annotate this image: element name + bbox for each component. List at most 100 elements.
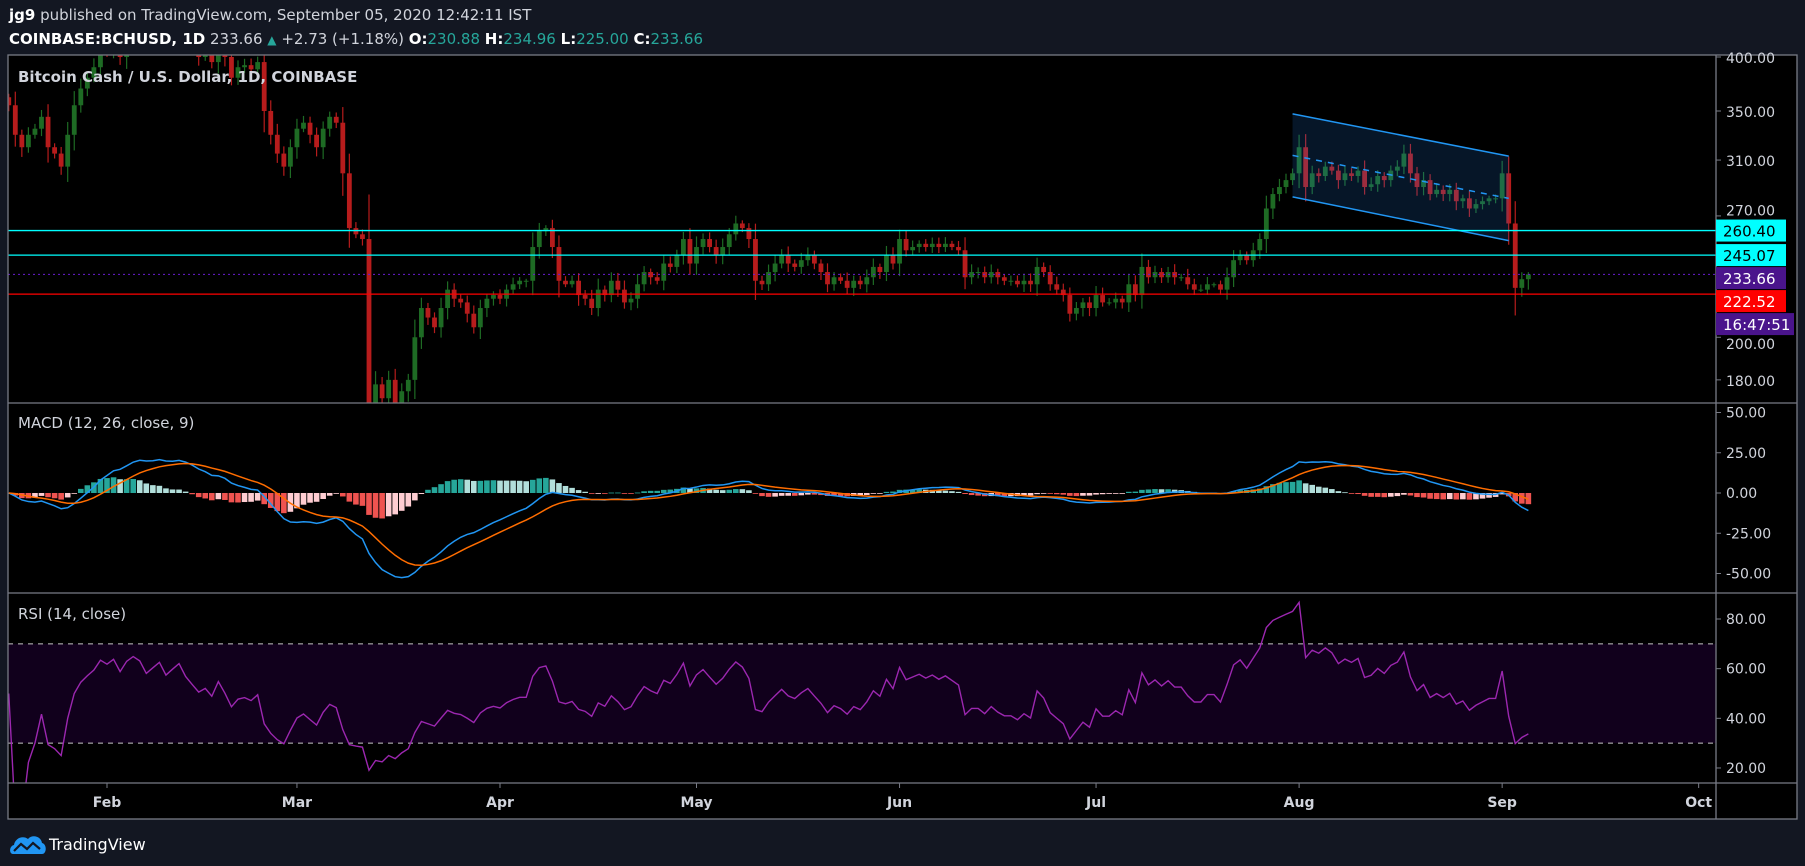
candle-body xyxy=(360,234,365,240)
candle xyxy=(255,56,261,77)
candle-body xyxy=(608,280,614,296)
macd-histogram-bar xyxy=(1289,481,1296,493)
last-price-label: 233.66 xyxy=(1723,270,1776,288)
candle-body xyxy=(818,263,824,273)
candle-body xyxy=(1355,170,1361,177)
candle-body xyxy=(674,255,680,267)
candle xyxy=(1191,278,1197,295)
macd-histogram-bar xyxy=(1473,493,1479,500)
candle xyxy=(1054,276,1060,295)
candle-body xyxy=(202,55,208,57)
candle-body xyxy=(1467,198,1472,209)
candle xyxy=(91,58,97,83)
candle-body xyxy=(405,379,411,392)
candle xyxy=(1132,275,1138,302)
time-axis-label: Jun xyxy=(886,795,912,811)
candle-body xyxy=(320,128,326,148)
macd-histogram-bar xyxy=(641,491,647,493)
candle-body xyxy=(497,295,503,299)
candle-body xyxy=(464,302,470,314)
candle xyxy=(923,239,929,252)
macd-histogram-bar xyxy=(51,493,58,499)
candle-body xyxy=(419,308,424,338)
macd-pane xyxy=(8,458,1532,579)
macd-histogram-bar xyxy=(595,493,602,494)
candle-body xyxy=(615,280,621,290)
candle-body xyxy=(170,32,175,42)
candle-body xyxy=(438,308,444,328)
candle xyxy=(373,371,378,403)
candle xyxy=(812,250,817,270)
candle-body xyxy=(1486,198,1492,202)
candle xyxy=(674,249,680,274)
candle xyxy=(314,127,319,157)
candle xyxy=(1277,178,1282,202)
time-axis-label: Jul xyxy=(1085,795,1106,811)
candle-body xyxy=(1381,176,1387,181)
macd-histogram-bar xyxy=(1080,493,1086,496)
candle-body xyxy=(1178,277,1184,279)
candle xyxy=(936,237,942,254)
candle xyxy=(1381,172,1387,188)
macd-histogram-bar xyxy=(962,493,968,495)
macd-histogram-bar xyxy=(1381,493,1388,498)
candle xyxy=(667,256,673,273)
macd-histogram-bar xyxy=(634,492,641,494)
candle xyxy=(26,127,31,153)
candle xyxy=(1362,160,1367,195)
macd-histogram-bar xyxy=(385,493,392,517)
axis-tick-label: 270.00 xyxy=(1726,204,1775,220)
macd-histogram-bar xyxy=(1466,493,1473,500)
candle-body xyxy=(687,239,693,264)
candle xyxy=(1414,166,1420,196)
candle xyxy=(392,368,398,403)
candle-body xyxy=(333,116,339,123)
macd-histogram-bar xyxy=(1086,493,1093,496)
macd-histogram-bar xyxy=(870,493,877,494)
macd-histogram-bar xyxy=(949,491,955,493)
candle-body xyxy=(432,317,437,328)
candle-body xyxy=(215,55,221,63)
macd-histogram-bar xyxy=(320,493,326,500)
candle xyxy=(857,275,863,290)
level-price-label: 260.40 xyxy=(1723,223,1776,241)
macd-histogram-bar xyxy=(719,490,726,493)
candle xyxy=(1283,173,1289,194)
candle-body xyxy=(65,134,71,167)
candle-body xyxy=(137,28,142,33)
macd-histogram-bar xyxy=(1047,493,1053,494)
candle-body xyxy=(386,379,392,399)
macd-histogram-bar xyxy=(150,485,156,493)
macd-histogram-bar xyxy=(549,479,556,493)
candle xyxy=(975,267,981,279)
candle xyxy=(962,237,968,290)
candle xyxy=(779,249,785,269)
macd-histogram-bar xyxy=(569,487,575,493)
candle-body xyxy=(779,255,785,264)
axis-tick-label: 80.00 xyxy=(1726,612,1766,628)
macd-histogram-bar xyxy=(222,493,228,500)
candle-body xyxy=(825,272,830,285)
tradingview-logo[interactable]: TradingView xyxy=(9,832,146,856)
candle-body xyxy=(1132,284,1138,296)
low-label: L: xyxy=(560,30,577,48)
candle-body xyxy=(1119,298,1125,303)
macd-histogram-bar xyxy=(1309,484,1315,493)
candle-body xyxy=(870,266,876,278)
candle xyxy=(1178,273,1184,282)
macd-histogram-bar xyxy=(359,493,366,506)
macd-histogram-bar xyxy=(588,493,595,494)
publisher-name[interactable]: jg9 xyxy=(9,6,36,24)
macd-histogram-bar xyxy=(1329,489,1335,493)
candle xyxy=(484,294,490,318)
last-price-label-bg xyxy=(1716,267,1786,290)
candle-body xyxy=(1499,173,1505,199)
macd-histogram-bar xyxy=(497,480,503,493)
candle xyxy=(1113,292,1119,309)
candle xyxy=(681,231,686,265)
candle xyxy=(1205,276,1210,295)
price-pane-title: Bitcoin Cash / U.S. Dollar, 1D, COINBASE xyxy=(18,68,357,86)
candle xyxy=(851,275,857,296)
macd-histogram-bar xyxy=(267,493,274,508)
